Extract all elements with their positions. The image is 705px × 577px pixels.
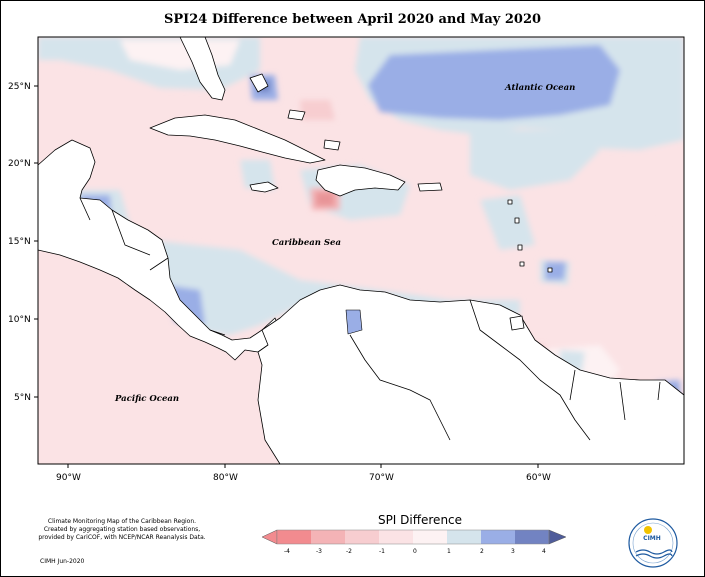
lat-label-15: 15°N: [8, 237, 31, 247]
label-pacific-ocean: Pacific Ocean: [114, 394, 179, 404]
dry-core-hispaniola: [316, 192, 334, 206]
legend-arrow-left: [261, 529, 278, 545]
land-bahamas-1: [249, 73, 269, 93]
tick-marks: [34, 85, 539, 468]
legend-swatch-2: [345, 530, 379, 544]
credit-text: Climate Monitoring Map of the Caribbean …: [22, 518, 222, 542]
lat-label-25: 25°N: [8, 82, 31, 92]
wet-core-barbados: [545, 262, 566, 280]
map-border: [37, 36, 685, 465]
land-trinidad: [509, 315, 525, 331]
dry-zone-bahamas: [300, 100, 335, 120]
credit-line-2: Created by aggregating station based obs…: [43, 526, 201, 533]
logo-text: CIMH: [643, 535, 661, 542]
land-antilles-2: [514, 217, 520, 224]
lat-label-5: 5°N: [14, 393, 31, 403]
lon-label-80: 80°W: [213, 473, 238, 483]
land-florida: [179, 36, 226, 101]
legend-swatch-0: [277, 530, 311, 544]
legend-swatch-6: [481, 530, 515, 544]
land-masses: [37, 36, 685, 465]
cimh-logo: [628, 518, 678, 568]
sun-icon: [644, 526, 652, 534]
legend-tick-2: -2: [346, 548, 352, 555]
legend-swatch-1: [311, 530, 345, 544]
land-jamaica: [249, 181, 279, 193]
lon-label-90: 90°W: [56, 473, 81, 483]
lon-label-60: 60°W: [526, 473, 551, 483]
legend-colorbar: [261, 529, 567, 545]
legend-title: SPI Difference: [377, 513, 463, 527]
wet-zone-antilles: [480, 195, 535, 250]
land-south-america: [257, 284, 685, 465]
legend-swatch-3: [379, 530, 413, 544]
lon-label-70: 70°W: [369, 473, 394, 483]
dry-zone-east: [640, 140, 684, 225]
label-atlantic-ocean: Atlantic Ocean: [504, 83, 575, 93]
wet-core-atlantic: [368, 45, 620, 120]
map-title: SPI24 Difference between April 2020 and …: [163, 12, 542, 27]
lat-label-20: 20°N: [8, 159, 31, 169]
lat-label-10: 10°N: [8, 315, 31, 325]
legend-swatch-7: [515, 530, 549, 544]
credit-line-3: provided by CariCOF, with NCEP/NCAR Rean…: [38, 534, 206, 541]
legend-tick-1: -3: [316, 548, 322, 555]
legend-tick-7: 3: [511, 548, 515, 555]
legend-tick-3: -1: [379, 548, 385, 555]
credit-line-1: Climate Monitoring Map of the Caribbean …: [47, 518, 197, 525]
land-antilles-3: [517, 244, 523, 251]
label-caribbean-sea: Caribbean Sea: [272, 238, 341, 248]
land-barbados: [547, 267, 553, 273]
land-bahamas-2: [287, 109, 306, 121]
land-puerto-rico: [417, 182, 443, 192]
legend-tick-5: 1: [447, 548, 451, 555]
legend-tick-4: 0: [413, 548, 417, 555]
legend-swatch-4: [413, 530, 447, 544]
legend-arrow-right: [548, 529, 567, 545]
country-borders: [79, 197, 661, 441]
legend-tick-6: 2: [480, 548, 484, 555]
lake-maracaibo: [345, 309, 363, 335]
land-cuba: [149, 114, 326, 164]
legend-tick-8: 4: [542, 548, 546, 555]
land-antilles-1: [507, 199, 513, 205]
land-antilles-4: [519, 261, 525, 267]
legend-swatch-5: [447, 530, 481, 544]
credit-date: CIMH Jun-2020: [40, 558, 85, 565]
wave-icon: [635, 549, 673, 555]
land-bahamas-3: [323, 139, 341, 151]
legend-tick-0: -4: [284, 548, 290, 555]
wet-zone-central-atlantic: [470, 130, 600, 190]
land-hispaniola: [315, 164, 406, 197]
legend-ticks: -4 -3 -2 -1 0 1 2 3 4: [284, 548, 546, 555]
land-central-america: [37, 139, 281, 361]
